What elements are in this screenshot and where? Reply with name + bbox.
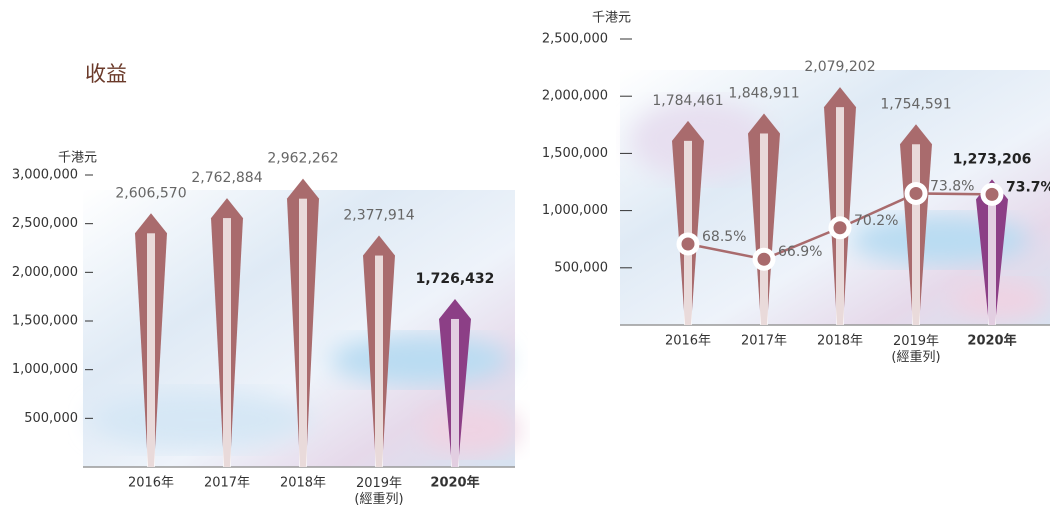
y-tick-label: 1,000,000 [542, 203, 608, 218]
x-tick-label: 2018年 [817, 334, 863, 349]
bar-highlight [147, 233, 155, 467]
chart: 收益 千港元 千港元 500,000 1,000,000 1,500,000 2,00… [0, 0, 1050, 510]
line-point [983, 185, 1001, 203]
y-tick-label: 2,500,000 [542, 32, 608, 47]
x-tick-label: 2020年 [430, 475, 479, 491]
line-point [907, 184, 925, 202]
value-label: 2,079,202 [804, 59, 875, 75]
value-label: 1,273,206 [953, 151, 1032, 167]
bar-highlight [375, 256, 383, 467]
x-tick-label: 2017年 [204, 476, 250, 491]
y-tick-label: 1,500,000 [12, 314, 78, 329]
y-tick-label: 2,500,000 [12, 216, 78, 231]
value-label: 1,726,432 [416, 271, 495, 287]
bar-highlight [912, 144, 920, 325]
line-point [831, 219, 849, 237]
x-tick-label: 2019年(經重列) [891, 334, 940, 365]
value-label: 1,784,461 [652, 93, 723, 109]
line-point [679, 235, 697, 253]
bar-highlight [760, 133, 768, 325]
value-label: 1,754,591 [880, 96, 951, 112]
y-tick-label: 1,500,000 [542, 146, 608, 161]
bar-highlight [836, 107, 844, 325]
y-tick-label: 500,000 [24, 411, 78, 426]
y-tick-label: 3,000,000 [12, 168, 78, 183]
value-label: 2,962,262 [267, 151, 338, 167]
page: 收益 千港元 千港元 500,000 1,000,000 1,500,000 2,00… [0, 0, 1050, 510]
value-label: 73.7% [1006, 179, 1050, 195]
y-tick-label: 2,000,000 [12, 265, 78, 280]
x-tick-label: 2020年 [967, 333, 1016, 349]
value-label: 2,377,914 [343, 208, 414, 224]
value-label: 1,848,911 [728, 85, 799, 101]
unit-label: 千港元 [58, 151, 97, 166]
value-label: 70.2% [854, 213, 898, 229]
bar-highlight [988, 199, 996, 325]
x-tick-label: 2019年(經重列) [354, 476, 403, 507]
value-label: 2,762,884 [191, 170, 262, 186]
bar-highlight [299, 199, 307, 467]
unit-label: 千港元 [592, 11, 631, 26]
value-label: 73.8% [930, 178, 974, 194]
value-label: 2,606,570 [115, 185, 186, 201]
y-tick-label: 500,000 [554, 260, 608, 275]
chart-title: 收益 [85, 62, 127, 86]
bar-highlight [451, 319, 459, 467]
bar-highlight [223, 218, 231, 467]
x-tick-label: 2018年 [280, 476, 326, 491]
value-label: 66.9% [778, 244, 822, 260]
x-tick-label: 2017年 [741, 334, 787, 349]
y-tick-label: 1,000,000 [12, 362, 78, 377]
x-tick-label: 2016年 [128, 476, 174, 491]
line-point [755, 250, 773, 268]
value-label: 68.5% [702, 229, 746, 245]
y-tick-label: 2,000,000 [542, 89, 608, 104]
x-tick-label: 2016年 [665, 334, 711, 349]
